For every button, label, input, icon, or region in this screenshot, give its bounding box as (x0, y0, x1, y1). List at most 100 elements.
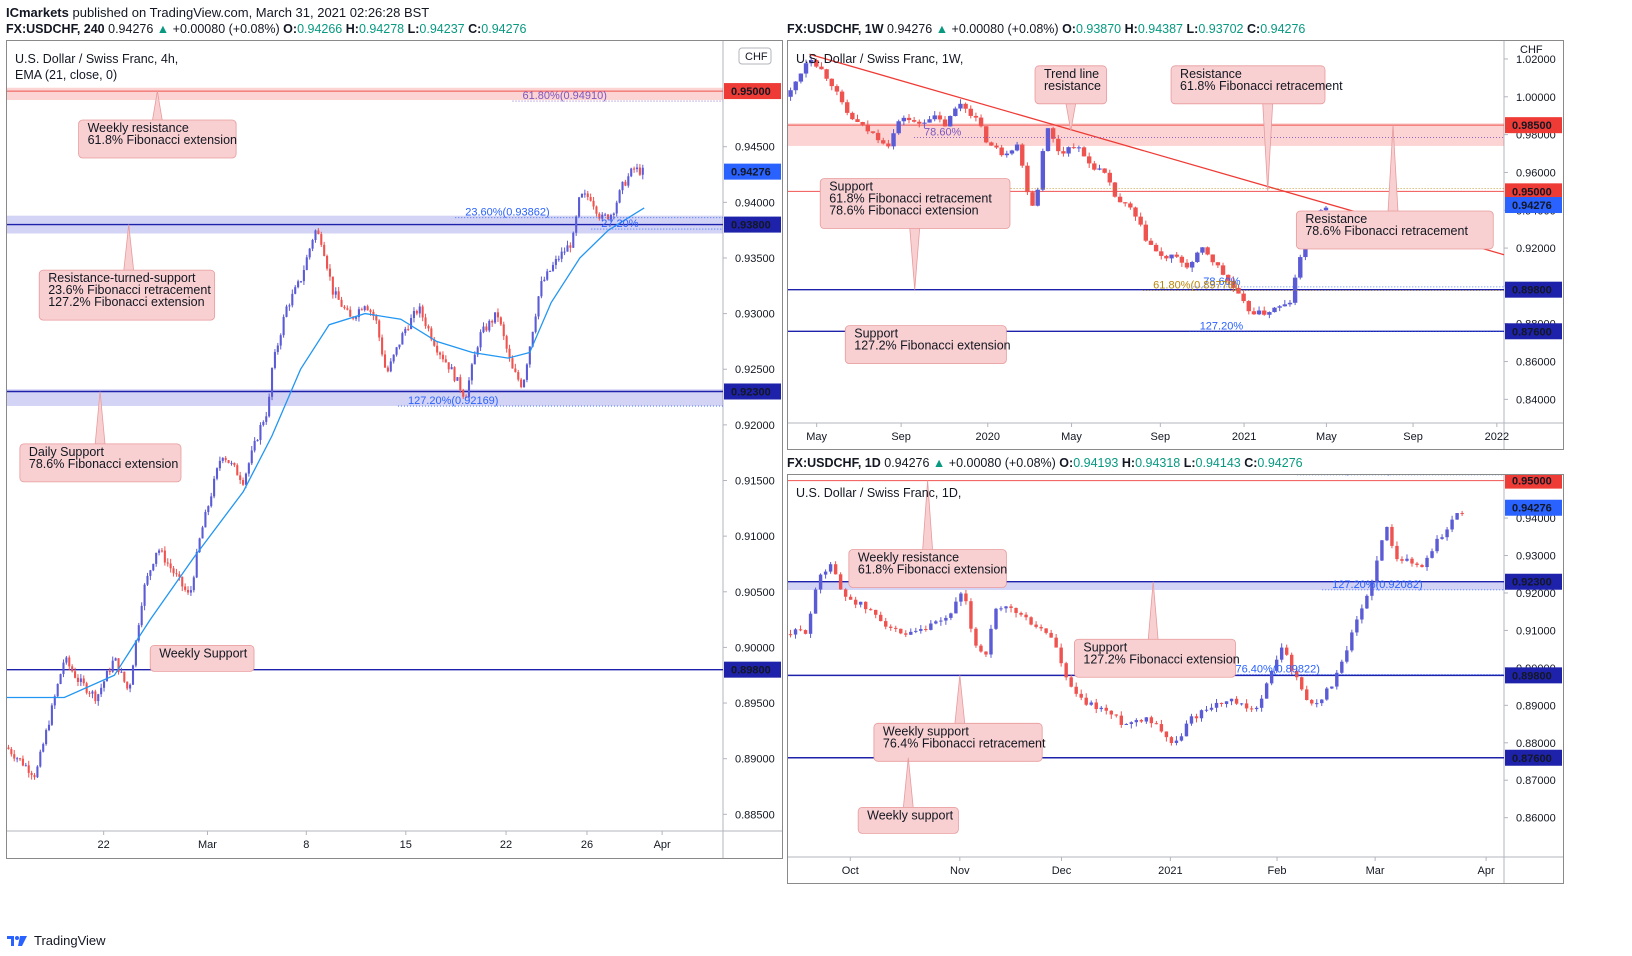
chart-panel-4h[interactable]: 61.80%(0.94910) 23.60%(0.93862) 27.20% 127.… (6, 40, 783, 859)
price-tag-label: 0.89800 (1512, 285, 1552, 297)
candle-body (152, 563, 155, 571)
candle-body (1154, 723, 1159, 725)
candle-body (823, 571, 828, 575)
callout-text: 127.2% Fibonacci extension (1083, 652, 1239, 666)
tradingview-logo-icon (7, 936, 27, 946)
fib-label: 127.20%(0.92082) (1332, 579, 1423, 591)
candle-body (1102, 168, 1107, 173)
candle-body (1124, 724, 1129, 726)
currency-badge (738, 47, 772, 65)
candle-body (253, 440, 256, 451)
candle-body (453, 367, 456, 381)
candle-body (858, 601, 863, 605)
candle-body (984, 651, 988, 655)
callout-box (19, 443, 182, 483)
candle-body (1159, 724, 1164, 732)
candle-body (1019, 612, 1023, 615)
x-tick-label: Sep (891, 431, 911, 443)
callout-text: 78.6% Fibonacci extension (29, 457, 178, 471)
candle-body (1262, 310, 1267, 315)
currency-label: CHF (745, 51, 768, 63)
symbol-low: 0.94237 (419, 22, 465, 36)
candle-body (1064, 663, 1068, 678)
candle-body (265, 416, 268, 422)
annotation-callout: Weekly support (857, 757, 959, 834)
candle-body (343, 306, 346, 309)
candle-body (618, 190, 621, 203)
candle-body (1303, 243, 1308, 258)
callout-box (149, 644, 255, 672)
candle-body (195, 551, 198, 578)
candle-body (537, 296, 540, 317)
candle-body (33, 775, 36, 778)
candle-body (111, 660, 114, 672)
symbol-low: 0.94143 (1195, 456, 1241, 470)
candle-body (929, 623, 933, 630)
candle-body (606, 214, 610, 220)
candle-body (427, 326, 430, 329)
y-tick-label: 0.96000 (1516, 167, 1556, 179)
up-arrow-icon: ▲ (932, 456, 946, 470)
candle-body (978, 117, 984, 127)
candle-body (1440, 537, 1444, 539)
candle-body (94, 691, 97, 702)
price-tag (1505, 667, 1562, 684)
x-tick-label: 22 (500, 839, 512, 851)
symbol-close: 0.94276 (481, 22, 527, 36)
candle-body (372, 311, 375, 316)
symbol-low: 0.93702 (1198, 22, 1244, 36)
callout-text: Weekly Support (159, 646, 248, 660)
x-tick-label: Oct (842, 865, 859, 877)
price-tag (1505, 117, 1562, 134)
candle-body (803, 63, 809, 74)
candle-body (839, 91, 845, 103)
candle-body (50, 705, 53, 725)
candle-body (155, 552, 158, 564)
price-tag-label: 0.95000 (1512, 186, 1552, 198)
fib-label: 61.80%(0.94910) (523, 90, 607, 102)
candle-body (1234, 698, 1239, 704)
chart-panel-1w[interactable]: 78.60%61.80%78.60%61.80%(0.89778)127.20%… (787, 40, 1564, 450)
price-tag (724, 383, 781, 400)
candle-body (927, 119, 932, 123)
candle-body (1149, 717, 1154, 724)
candle-body (549, 270, 552, 272)
candle-body (389, 361, 392, 372)
symbol-line-1w: FX:USDCHF, 1W 0.94276 ▲ +0.00080 (+0.08%… (787, 22, 1306, 36)
candle-body (633, 168, 636, 170)
price-tag (1505, 183, 1562, 200)
y-tick-label: 0.92000 (1516, 243, 1556, 255)
candle-body (1315, 703, 1319, 705)
callout-text: 23.6% Fibonacci retracement (48, 283, 211, 297)
candle-body (108, 671, 111, 673)
candle-body (595, 206, 598, 214)
candle-body (62, 662, 65, 675)
candle-body (612, 213, 615, 215)
callout-box (873, 722, 1043, 762)
candle-body (1375, 560, 1379, 583)
candle-body (378, 320, 381, 338)
symbol-change: +0.00080 (+0.08%) (172, 22, 280, 36)
y-tick-label: 0.87000 (1516, 775, 1556, 787)
price-tag (724, 163, 781, 180)
candle-body (1300, 677, 1304, 690)
callout-text: Daily Support (29, 445, 105, 459)
candle-body (334, 291, 337, 295)
candle-body (143, 584, 146, 606)
candle-body (433, 339, 436, 346)
candle-body (909, 631, 913, 635)
candle-body (386, 367, 389, 372)
candle-body (270, 367, 274, 397)
candle-body (392, 354, 395, 362)
candle-body (39, 751, 42, 767)
x-tick-label: 2022 (1485, 431, 1509, 443)
y-tick-label: 0.93000 (1516, 551, 1556, 563)
callout-text: Trend line (1044, 67, 1099, 81)
candle-body (973, 115, 979, 118)
candle-body (68, 657, 71, 667)
candle-body (126, 681, 129, 689)
chart-panel-1d[interactable]: 61.80%(0.95153) 127.20%(0.92082) 76.40%(0.… (787, 474, 1564, 884)
candle-body (273, 351, 276, 368)
